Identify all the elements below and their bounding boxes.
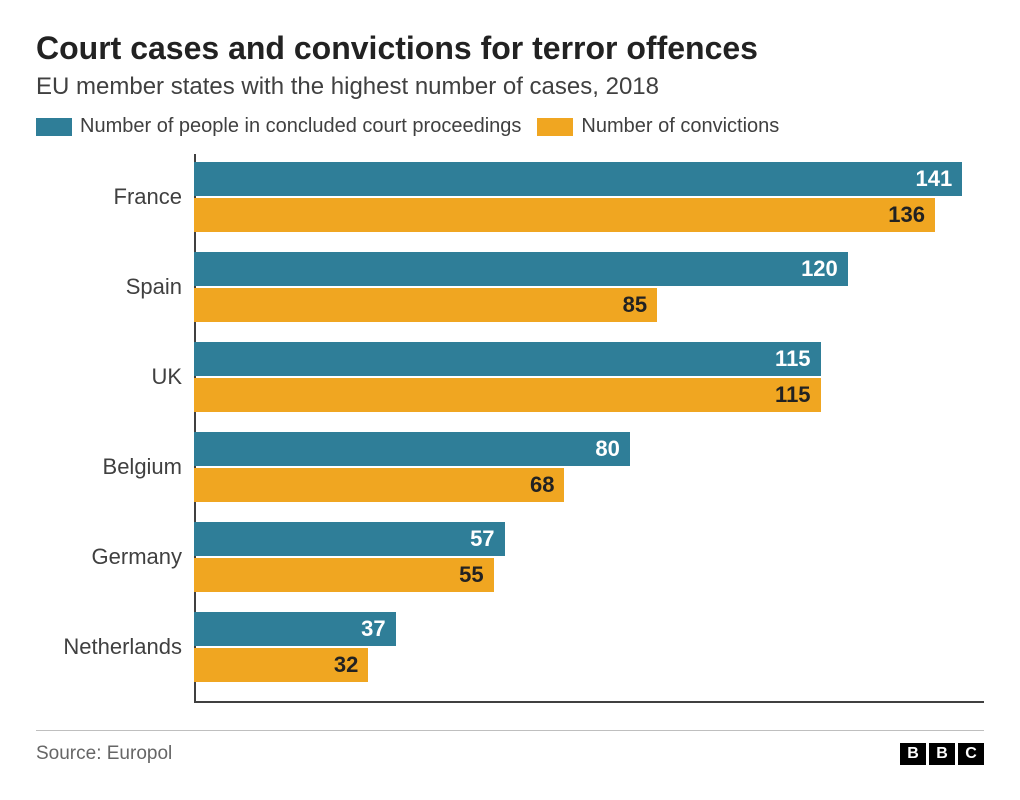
legend: Number of people in concluded court proc… xyxy=(36,115,984,138)
chart-subtitle: EU member states with the highest number… xyxy=(36,73,984,101)
bar-value: 32 xyxy=(334,652,358,678)
category-labels-column: France Spain UK Belgium Germany Netherlands xyxy=(36,162,194,702)
bbc-logo: B B C xyxy=(900,743,984,765)
bar-convictions: 32 xyxy=(194,648,368,682)
bar-value: 115 xyxy=(775,382,811,408)
bbc-logo-letter: B xyxy=(929,743,955,765)
legend-label-1: Number of people in concluded court proc… xyxy=(80,115,521,138)
bar-value: 85 xyxy=(623,292,647,318)
bar-proceedings: 115 xyxy=(194,342,821,376)
category-label: Belgium xyxy=(36,432,194,502)
bar-value: 55 xyxy=(459,562,483,588)
bars-column: 14113612085115115806857553732 xyxy=(194,162,984,702)
bar-group: 80 68 xyxy=(194,432,984,502)
bar-value: 37 xyxy=(361,616,385,642)
bar-proceedings: 141 xyxy=(194,162,962,196)
category-label: France xyxy=(36,162,194,232)
bar-group: 115115 xyxy=(194,342,984,412)
legend-swatch-1 xyxy=(36,118,72,136)
legend-label-2: Number of convictions xyxy=(581,115,779,138)
bar-value: 141 xyxy=(915,166,952,192)
bar-value: 136 xyxy=(888,202,925,228)
bar-convictions: 115 xyxy=(194,378,821,412)
bar-group: 5755 xyxy=(194,522,984,592)
bar-proceedings: 37 xyxy=(194,612,396,646)
chart-area: France Spain UK Belgium Germany Netherlands 1… xyxy=(36,162,984,702)
category-label: Netherlands xyxy=(36,612,194,682)
bar-value: 57 xyxy=(470,526,494,552)
bbc-logo-letter: B xyxy=(900,743,926,765)
bar-group: 120 85 xyxy=(194,252,984,322)
bar-convictions: 68 xyxy=(194,468,564,502)
category-label: Spain xyxy=(36,252,194,322)
category-label: UK xyxy=(36,342,194,412)
bar-proceedings: 120 xyxy=(194,252,848,286)
bar-value: 80 xyxy=(595,436,619,462)
bar-proceedings: 80 xyxy=(194,432,630,466)
bar-proceedings: 57 xyxy=(194,522,505,556)
bar-convictions: 55 xyxy=(194,558,494,592)
chart-title: Court cases and convictions for terror o… xyxy=(36,30,984,67)
bar-value: 115 xyxy=(775,346,811,372)
source-text: Source: Europol xyxy=(36,743,172,765)
legend-swatch-2 xyxy=(537,118,573,136)
bar-group: 141136 xyxy=(194,162,984,232)
footer: Source: Europol B B C xyxy=(36,730,984,765)
x-axis-line xyxy=(194,701,984,703)
category-label: Germany xyxy=(36,522,194,592)
bbc-logo-letter: C xyxy=(958,743,984,765)
bar-value: 68 xyxy=(530,472,554,498)
bar-convictions: 136 xyxy=(194,198,935,232)
bar-group: 3732 xyxy=(194,612,984,682)
bar-convictions: 85 xyxy=(194,288,657,322)
bar-value: 120 xyxy=(801,256,838,282)
